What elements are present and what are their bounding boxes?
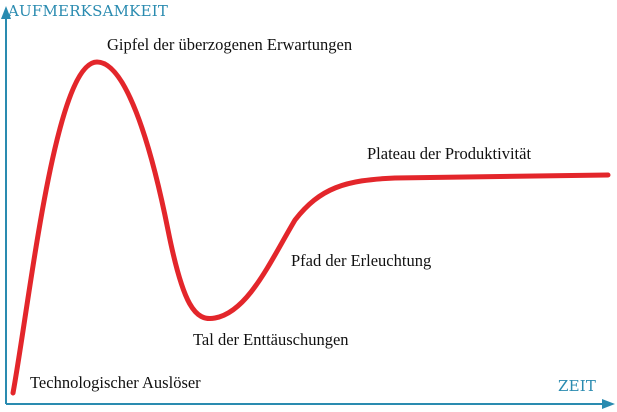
y-axis-label: AUFMERKSAMKEIT — [7, 2, 168, 20]
x-axis-arrowhead — [602, 399, 615, 409]
phase-label-trough: Tal der Enttäuschungen — [193, 330, 349, 349]
hype-curve — [10, 59, 611, 396]
x-axis-label: ZEIT — [558, 377, 596, 395]
phase-label-peak: Gipfel der überzogenen Erwartungen — [107, 35, 352, 54]
y-axis-arrowhead — [1, 6, 11, 19]
phase-label-trigger: Technologischer Auslöser — [30, 373, 201, 392]
phase-label-plateau: Plateau der Produktivität — [367, 144, 531, 163]
phase-label-slope: Pfad der Erleuchtung — [291, 251, 431, 270]
axes — [1, 6, 615, 409]
